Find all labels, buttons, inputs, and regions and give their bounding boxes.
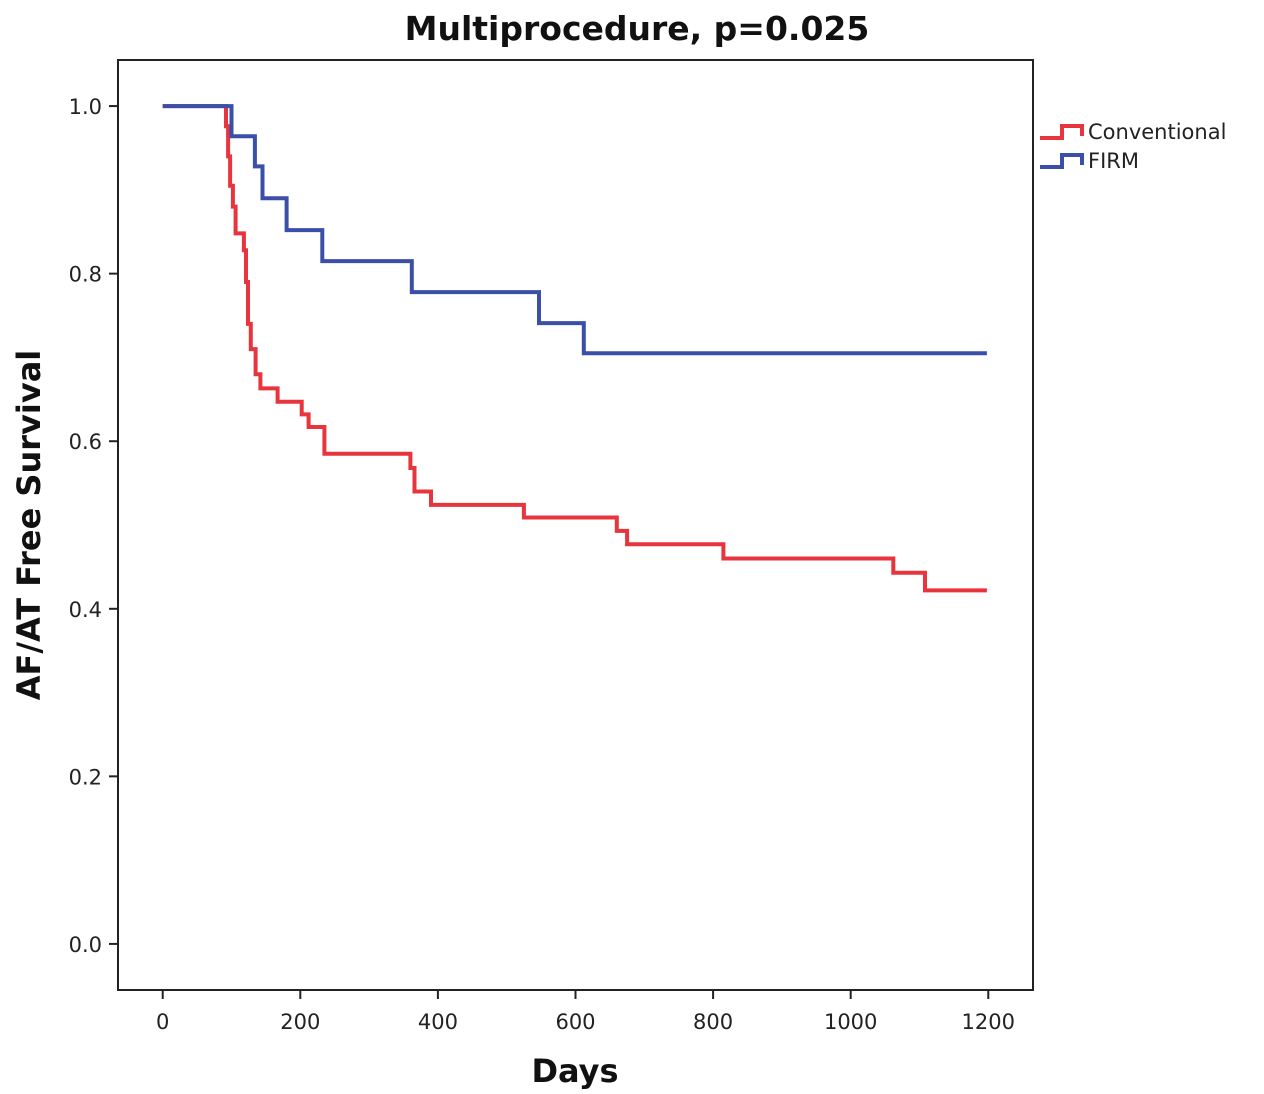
x-tick-label: 200 <box>280 1010 320 1034</box>
x-tick-label: 1000 <box>824 1010 877 1034</box>
series-line-firm <box>162 104 987 356</box>
legend-label-conventional: Conventional <box>1088 120 1226 144</box>
x-axis-ticks: 0 200 400 600 800 1000 1200 <box>156 990 1015 1034</box>
legend-label-firm: FIRM <box>1088 149 1139 173</box>
x-tick-label: 600 <box>555 1010 595 1034</box>
x-tick-label: 1200 <box>962 1010 1015 1034</box>
y-axis-ticks: 0.0 0.2 0.4 0.6 0.8 1.0 <box>69 95 118 957</box>
x-tick-label: 0 <box>156 1010 169 1034</box>
y-tick-label: 0.4 <box>69 598 102 622</box>
y-axis-label: AF/AT Free Survival <box>10 350 48 701</box>
y-tick-label: 1.0 <box>69 95 102 119</box>
y-tick-label: 0.6 <box>69 430 102 454</box>
x-tick-label: 800 <box>693 1010 733 1034</box>
legend-symbol-conventional <box>1040 124 1084 140</box>
legend-symbol-firm <box>1040 153 1084 169</box>
x-tick-label: 400 <box>418 1010 458 1034</box>
series-line-conventional <box>162 104 987 593</box>
survival-curves <box>162 104 987 593</box>
chart-title: Multiprocedure, p=0.025 <box>405 9 870 48</box>
y-tick-label: 0.8 <box>69 263 102 287</box>
y-tick-label: 0.0 <box>69 933 102 957</box>
plot-frame <box>117 59 1034 991</box>
legend: Conventional FIRM <box>1040 120 1226 173</box>
x-axis-label: Days <box>531 1052 618 1090</box>
y-tick-label: 0.2 <box>69 765 102 789</box>
